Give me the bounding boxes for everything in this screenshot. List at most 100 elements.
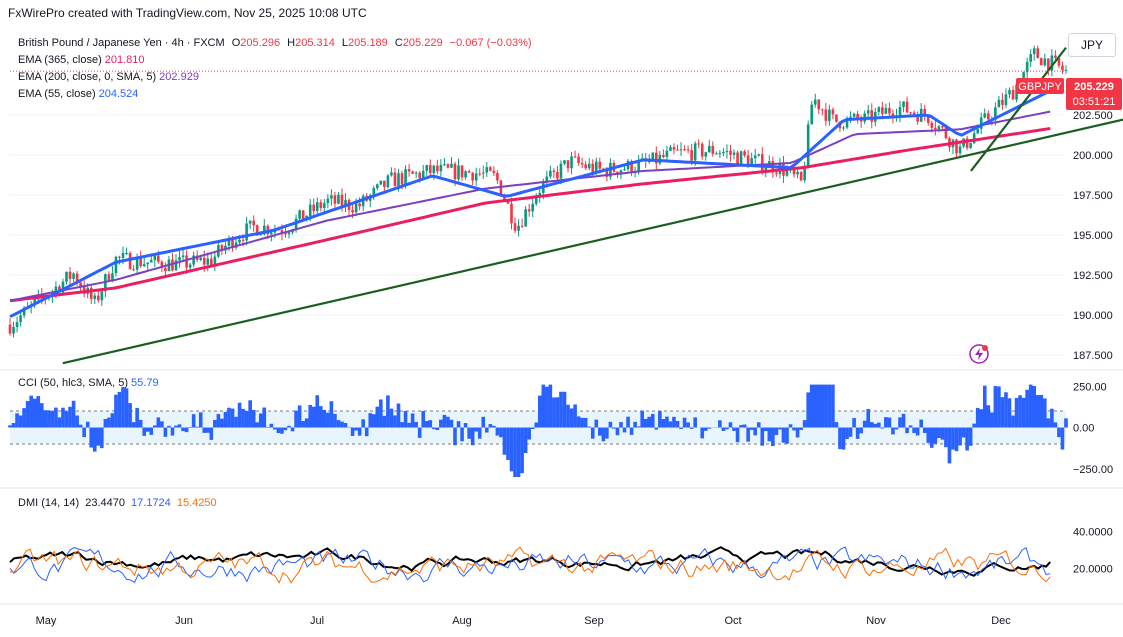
candle-body — [142, 264, 146, 267]
candle-body — [888, 108, 891, 114]
candle — [361, 193, 365, 212]
candle-body — [725, 150, 729, 152]
cci-bar — [499, 427, 503, 438]
cci-bar — [785, 427, 789, 444]
cci-bar — [1014, 397, 1019, 428]
candle-body — [785, 170, 789, 176]
cci-bar — [834, 422, 839, 428]
cci-bar — [665, 416, 669, 428]
candle — [870, 103, 874, 129]
candle — [8, 318, 12, 336]
candle-body — [1008, 90, 1011, 95]
candle — [428, 159, 432, 178]
candle-body — [813, 99, 817, 105]
cci-bar — [905, 427, 909, 434]
candle-body — [192, 255, 195, 265]
candle — [849, 111, 852, 123]
cci-bar — [608, 421, 613, 428]
candle-body — [492, 170, 496, 173]
cci-bar — [742, 424, 747, 428]
cci-bar — [223, 412, 228, 428]
cci-legend[interactable]: CCI (50, hlc3, SMA, 5) 55.79 — [18, 377, 159, 389]
candle — [750, 152, 753, 166]
candle-body — [517, 225, 520, 231]
cci-bar — [198, 412, 203, 428]
cci-bar — [174, 425, 178, 428]
cci-bar — [633, 421, 637, 428]
indicator-legend-ema55[interactable]: EMA (55, close) 204.524 — [18, 88, 139, 100]
cci-bar — [880, 427, 885, 429]
candle-body — [750, 158, 753, 166]
candle-body — [372, 188, 376, 196]
cci-bar — [181, 427, 185, 432]
cci-bar — [1060, 427, 1065, 450]
cci-bar — [594, 419, 599, 428]
candle-body — [489, 167, 492, 171]
candle — [672, 143, 676, 155]
candle-body — [570, 156, 573, 169]
candle-body — [580, 162, 584, 165]
dmi-legend[interactable]: DMI (14, 14) 23.4470 17.1724 15.4250 — [18, 497, 217, 509]
candle-body — [450, 163, 453, 168]
candle-body — [8, 324, 12, 334]
candle-body — [534, 196, 538, 204]
candle-body — [531, 203, 535, 212]
cci-bar — [428, 420, 433, 428]
currency-button[interactable]: JPY — [1068, 33, 1116, 57]
cci-bar — [301, 420, 305, 428]
cci-bar — [39, 403, 44, 428]
symbol-legend[interactable]: British Pound / Japanese Yen · 4h · FXCM… — [18, 37, 532, 49]
candle-body — [61, 281, 65, 293]
candle — [718, 150, 722, 159]
candle-body — [979, 117, 983, 129]
candle-body — [651, 152, 655, 162]
candle-body — [245, 223, 248, 241]
candle — [301, 210, 305, 220]
cci-bar — [809, 384, 814, 428]
cci-bar — [322, 409, 327, 428]
candle-body — [280, 230, 284, 234]
candle-body — [1029, 54, 1032, 62]
candle-body — [231, 238, 234, 248]
cci-bar — [350, 427, 355, 436]
indicator-legend-ema200[interactable]: EMA (200, close, 0, SMA, 5) 202.929 — [18, 71, 199, 83]
cci-bar — [481, 416, 486, 428]
candle-body — [1001, 99, 1004, 106]
candle-body — [796, 171, 799, 175]
cci-bar — [488, 424, 493, 428]
candle — [146, 262, 150, 271]
cci-bar — [520, 427, 524, 474]
candle — [450, 156, 453, 169]
price-tick-label: 200.000 — [1073, 150, 1113, 162]
candle-body — [594, 161, 598, 173]
candle — [82, 280, 86, 298]
candle — [704, 151, 708, 161]
candle — [877, 105, 881, 116]
candle-body — [22, 307, 26, 316]
candle-body — [421, 170, 425, 179]
candle-body — [358, 203, 361, 207]
cci-bar — [545, 386, 549, 428]
candle — [383, 180, 386, 193]
cci-bar — [128, 403, 132, 428]
candle-body — [111, 273, 114, 281]
cci-bar — [901, 413, 906, 428]
time-tick-label: Jul — [310, 615, 324, 627]
candle — [888, 102, 891, 118]
cci-bar — [1021, 397, 1026, 428]
indicator-legend-ema365[interactable]: EMA (365, close) 201.810 — [18, 54, 145, 66]
candle — [213, 252, 217, 271]
tradingview-quick-action-icon[interactable] — [969, 344, 989, 364]
candle-body — [238, 239, 241, 243]
cci-bar — [940, 427, 945, 440]
candle-body — [760, 154, 764, 172]
cci-bar — [442, 414, 447, 428]
cci-bar — [177, 424, 182, 428]
cci-bar — [513, 427, 517, 478]
candle-body — [513, 223, 517, 231]
cci-bar — [926, 427, 931, 443]
cci-bar — [1004, 392, 1008, 428]
candle-body — [323, 203, 326, 208]
candle-body — [425, 165, 429, 171]
